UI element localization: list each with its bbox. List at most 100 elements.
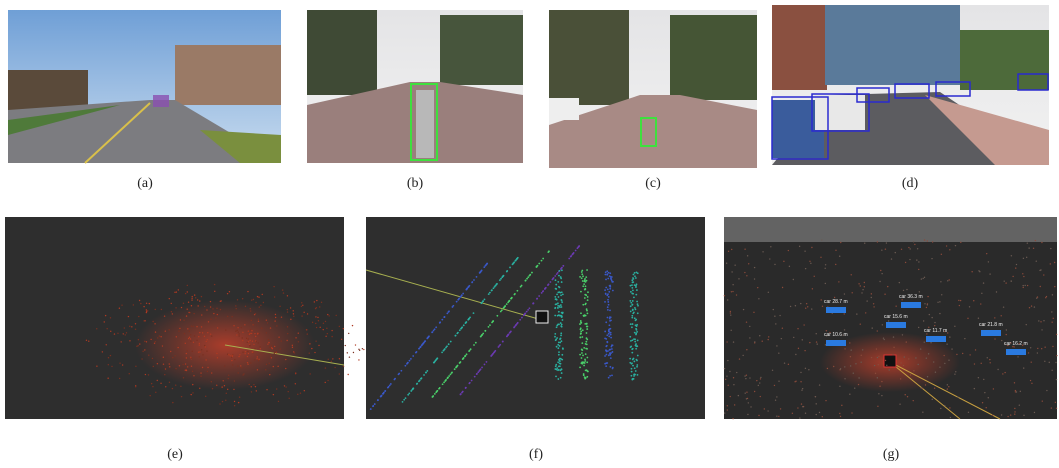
point [450, 341, 452, 343]
point [587, 291, 589, 293]
point [946, 343, 947, 344]
point [454, 368, 456, 370]
point [989, 359, 990, 360]
point [941, 254, 942, 255]
point [256, 341, 257, 342]
point [804, 350, 805, 351]
point [237, 365, 238, 366]
point [746, 321, 747, 322]
point [129, 326, 130, 327]
point [559, 286, 561, 288]
point [403, 399, 405, 401]
point [877, 406, 878, 407]
point [192, 392, 193, 393]
point [1017, 356, 1018, 357]
point [307, 313, 308, 314]
point [343, 366, 344, 367]
point [554, 296, 556, 298]
point [581, 273, 583, 275]
point [514, 294, 516, 296]
point [419, 379, 421, 381]
point [839, 413, 840, 414]
point [562, 265, 564, 267]
point [973, 300, 974, 301]
point [370, 408, 372, 410]
point [632, 309, 634, 311]
point [239, 396, 240, 397]
point [229, 291, 230, 292]
point [779, 315, 780, 316]
point [149, 395, 150, 396]
point [1031, 383, 1032, 384]
point [111, 366, 112, 367]
point [164, 374, 165, 375]
point [583, 365, 585, 367]
point [581, 352, 583, 354]
point [462, 293, 464, 295]
point [257, 356, 258, 357]
point [458, 298, 460, 300]
point [578, 245, 580, 247]
point [825, 264, 826, 265]
point [287, 333, 288, 334]
point [556, 346, 558, 348]
point [807, 306, 808, 307]
point [1010, 414, 1011, 415]
point [513, 261, 515, 263]
point [560, 294, 562, 296]
point [903, 365, 904, 366]
point [858, 283, 859, 284]
point [232, 364, 233, 365]
point [934, 325, 935, 326]
point [554, 307, 556, 309]
point [504, 305, 506, 307]
point [772, 370, 773, 371]
point [798, 348, 799, 349]
point [562, 293, 564, 295]
point [768, 336, 769, 337]
point [206, 350, 207, 351]
point [169, 363, 170, 364]
point [181, 396, 182, 397]
point [776, 416, 777, 417]
point [801, 390, 802, 391]
point [630, 323, 632, 325]
point [866, 300, 867, 301]
point [742, 355, 743, 356]
point [269, 374, 270, 375]
point [165, 368, 166, 369]
photo-a [8, 10, 281, 163]
point [295, 383, 296, 384]
point [107, 378, 108, 379]
point [931, 317, 932, 318]
point [865, 312, 866, 313]
point [584, 288, 586, 290]
point [226, 393, 227, 394]
point [844, 378, 845, 379]
point [510, 298, 512, 300]
point [799, 246, 800, 247]
point [532, 303, 534, 305]
point [488, 293, 490, 295]
point [775, 323, 776, 324]
point [959, 305, 960, 306]
point [774, 385, 775, 386]
point [734, 404, 735, 405]
point [730, 314, 731, 315]
point [456, 332, 458, 334]
point [747, 255, 748, 256]
point [341, 339, 342, 340]
point [884, 339, 885, 340]
point [445, 379, 447, 381]
point [492, 320, 494, 322]
point [462, 358, 464, 360]
point [815, 396, 816, 397]
point [944, 363, 945, 364]
point [881, 381, 882, 382]
point [909, 248, 910, 249]
point [941, 294, 942, 295]
point [731, 271, 732, 272]
point [216, 385, 217, 386]
point [293, 310, 294, 311]
point [605, 365, 607, 367]
